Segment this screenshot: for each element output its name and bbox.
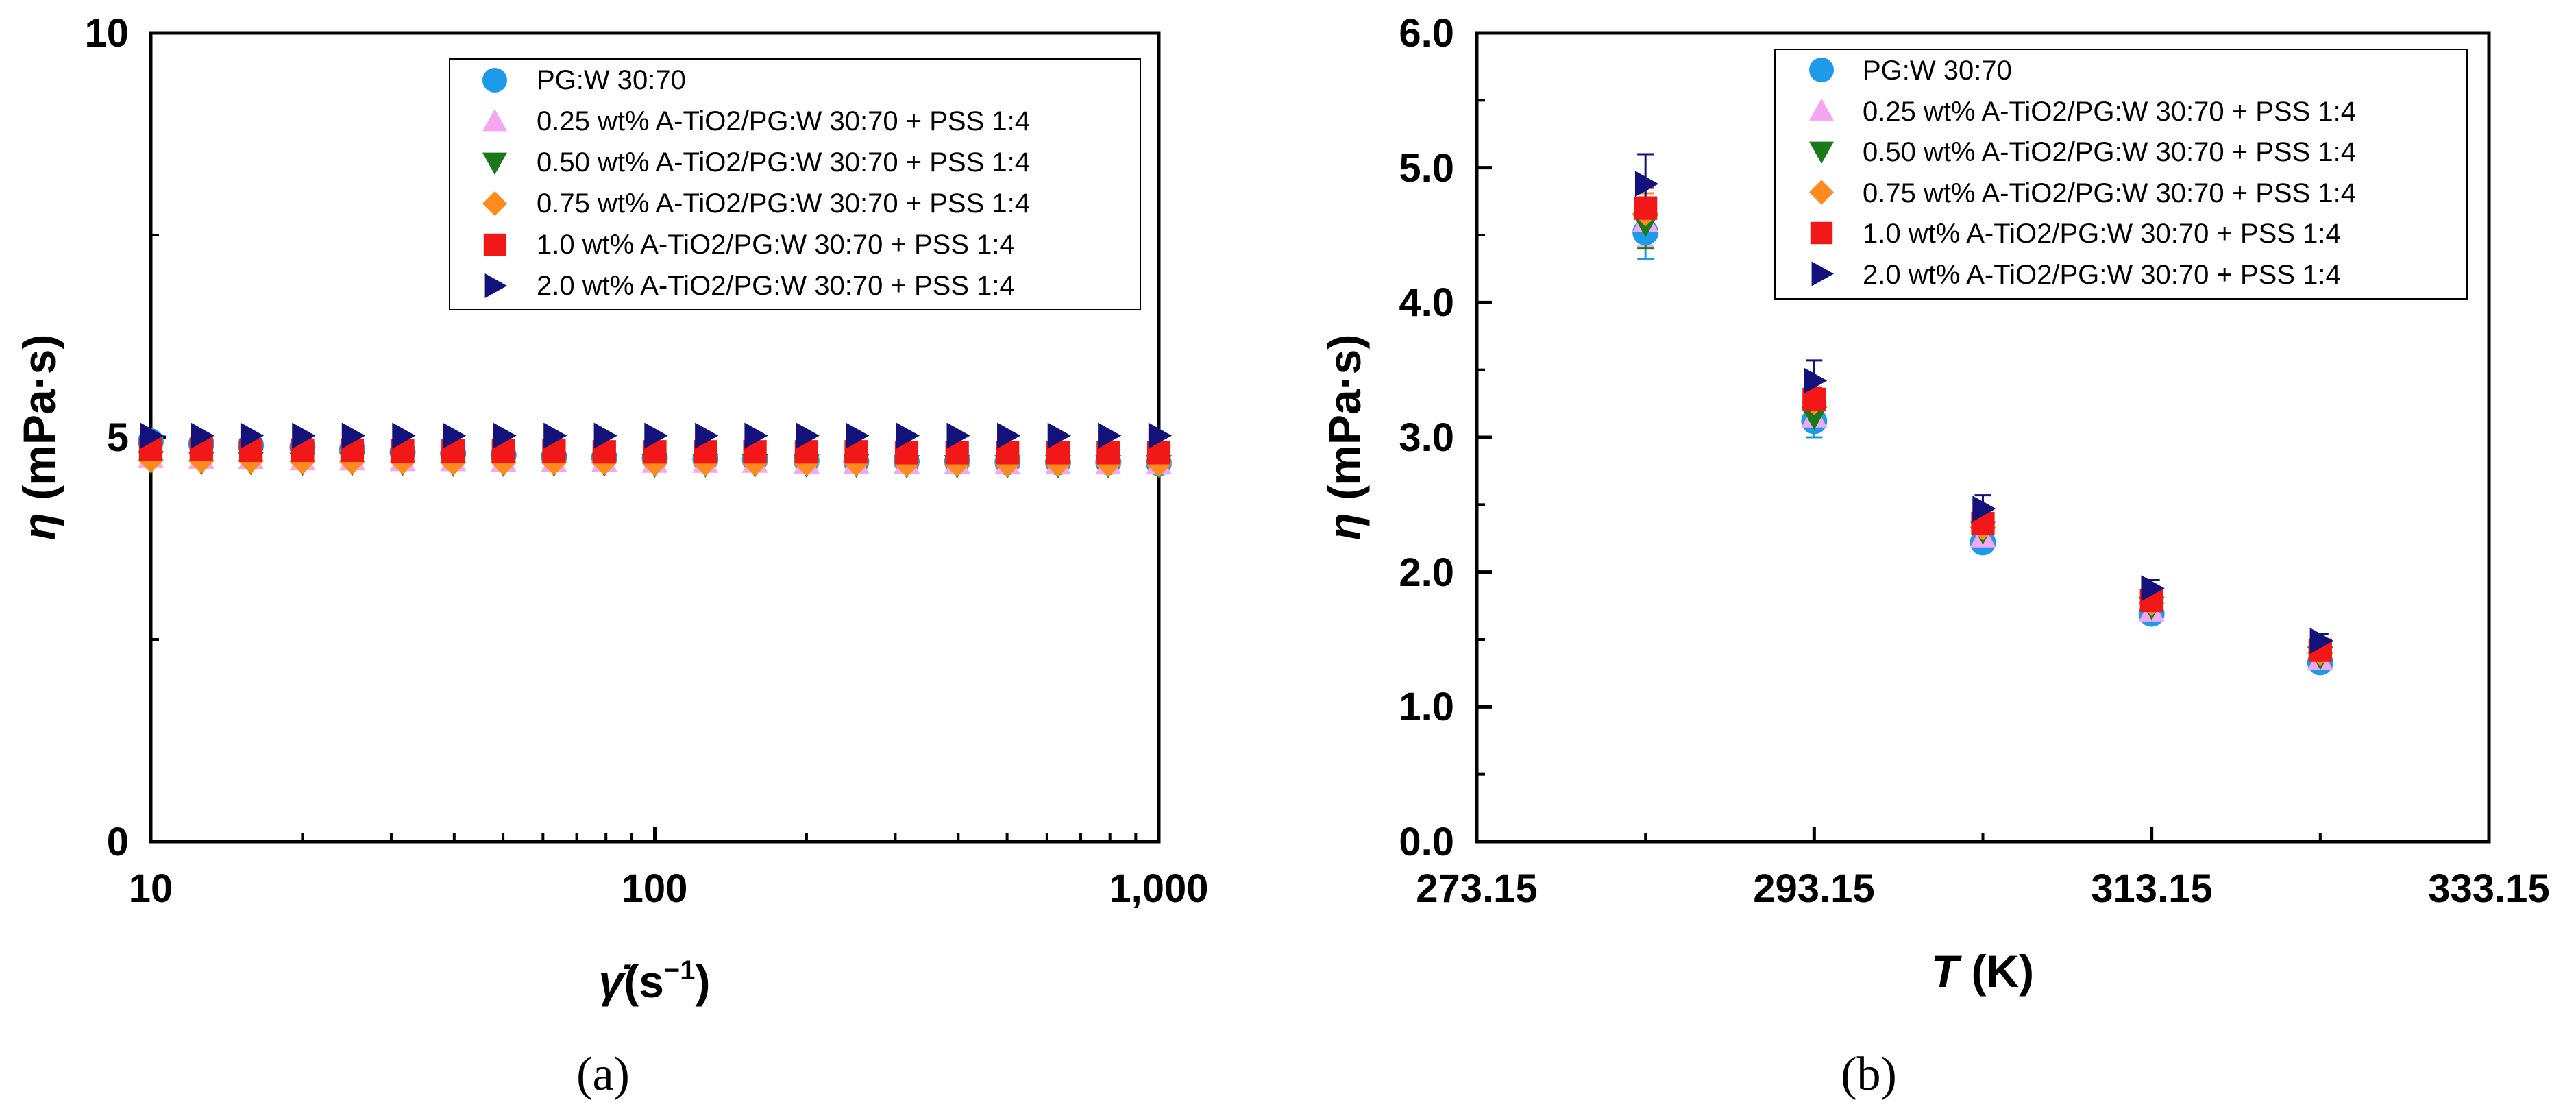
legend-marker-a-1 [482, 109, 507, 132]
legend-a-label-4: 1.0 wt% A-TiO2/PG:W 30:70 + PSS 1:4 [537, 230, 1015, 260]
legend-marker-b-2 [1809, 141, 1834, 164]
legend-marker-a-3 [482, 191, 507, 216]
y-tick-label-b-4: 4.0 [1399, 280, 1454, 325]
y-tick-label-b-0: 0.0 [1399, 820, 1454, 864]
x-axis-symbol-b: T [1931, 946, 1962, 997]
point-a-5-12 [744, 422, 768, 449]
y-tick-label-a-0: 0 [107, 820, 129, 864]
point-a-5-3 [292, 422, 316, 449]
legend-marker-a-0 [482, 68, 507, 93]
legend-b-label-3: 0.75 wt% A-TiO2/PG:W 30:70 + PSS 1:4 [1863, 178, 2356, 208]
axis-ticks-b [1475, 31, 2491, 844]
point-b-5-4 [2309, 627, 2333, 654]
point-a-5-11 [695, 422, 719, 449]
point-a-5-9 [593, 422, 617, 449]
caption-b: (b) [1841, 1048, 1897, 1101]
point-a-5-15 [896, 422, 920, 449]
legend-markers-b [1809, 58, 1834, 286]
legend-marker-b-1 [1809, 98, 1834, 121]
y-tick-label-b-6: 6.0 [1399, 11, 1454, 56]
point-a-5-16 [946, 422, 970, 449]
legend-a-label-3: 0.75 wt% A-TiO2/PG:W 30:70 + PSS 1:4 [537, 188, 1030, 219]
point-b-5-3 [2141, 575, 2165, 602]
legend-box-a [449, 58, 1141, 310]
point-a-5-13 [796, 422, 820, 449]
point-a-5-20 [1148, 422, 1172, 449]
y-axis-symbol-b: η [1319, 513, 1370, 540]
x-axis-unit-a: (s [624, 956, 664, 1007]
point-a-5-19 [1098, 422, 1122, 449]
legend-a: PG:W 30:70 0.25 wt% A-TiO2/PG:W 30:70 + … [449, 58, 1141, 310]
x-tick-label-b-1: 293.15 [1753, 866, 1874, 911]
point-a-5-2 [240, 422, 265, 449]
legend-marker-b-4 [1810, 221, 1833, 245]
legend-a-label-1: 0.25 wt% A-TiO2/PG:W 30:70 + PSS 1:4 [537, 106, 1030, 136]
x-tick-label-b-0: 273.15 [1416, 866, 1537, 911]
point-b-5-1 [1804, 367, 1828, 394]
panel-a: PG:W 30:70 0.25 wt% A-TiO2/PG:W 30:70 + … [14, 11, 1209, 1101]
legend-b-label-4: 1.0 wt% A-TiO2/PG:W 30:70 + PSS 1:4 [1863, 219, 2341, 249]
y-axis-unit-b: (mPa·s) [1319, 334, 1370, 513]
point-a-5-1 [191, 422, 214, 449]
legend-b: PG:W 30:70 0.25 wt% A-TiO2/PG:W 30:70 + … [1774, 49, 2468, 300]
legend-box-b [1774, 49, 2468, 300]
point-a-5-8 [543, 422, 567, 449]
legend-a-label-5: 2.0 wt% A-TiO2/PG:W 30:70 + PSS 1:4 [537, 271, 1015, 301]
y-axis-title-b: η (mPa·s) [1319, 334, 1370, 541]
point-a-5-5 [392, 422, 416, 449]
point-b-5-2 [1972, 496, 1996, 522]
y-tick-label-b-5: 5.0 [1399, 146, 1454, 191]
x-axis-title-b: T (K) [1931, 946, 2034, 997]
x-tick-label-a-0: 10 [129, 866, 173, 911]
panel-b: PG:W 30:70 0.25 wt% A-TiO2/PG:W 30:70 + … [1319, 11, 2550, 1101]
point-a-5-7 [493, 422, 517, 449]
legend-marker-b-3 [1809, 180, 1834, 205]
y-tick-label-b-1: 1.0 [1399, 685, 1454, 729]
point-a-5-18 [1047, 422, 1071, 449]
x-tick-label-b-3: 333.15 [2428, 866, 2549, 911]
legend-markers-a [482, 68, 507, 298]
y-axis-unit-a: (mPa·s) [14, 334, 64, 513]
y-axis-title-a: η (mPa·s) [14, 334, 64, 541]
x-axis-close-a: ) [696, 956, 711, 1007]
point-a-5-4 [341, 422, 365, 449]
x-tick-label-a-1: 100 [622, 866, 688, 911]
legend-marker-b-0 [1809, 58, 1834, 82]
legend-marker-a-2 [482, 152, 507, 175]
legend-a-label-0: PG:W 30:70 [537, 65, 686, 95]
legend-marker-b-5 [1811, 261, 1834, 286]
y-tick-label-b-3: 3.0 [1399, 415, 1454, 460]
caption-a: (a) [576, 1048, 630, 1101]
legend-marker-a-4 [483, 233, 506, 256]
legend-marker-a-5 [484, 273, 507, 298]
x-axis-unit-b: (K) [1959, 946, 2034, 997]
legend-b-label-2: 0.50 wt% A-TiO2/PG:W 30:70 + PSS 1:4 [1863, 137, 2356, 167]
point-a-5-10 [644, 422, 668, 449]
point-a-5-0 [140, 422, 164, 449]
legend-b-label-5: 2.0 wt% A-TiO2/PG:W 30:70 + PSS 1:4 [1863, 260, 2341, 290]
y-tick-label-a-1: 5 [107, 415, 129, 460]
y-tick-label-a-2: 10 [84, 11, 129, 56]
legend-a-label-2: 0.50 wt% A-TiO2/PG:W 30:70 + PSS 1:4 [537, 147, 1030, 178]
point-a-5-17 [997, 422, 1021, 449]
data-points-a [138, 422, 1172, 479]
x-tick-label-a-2: 1,000 [1109, 866, 1208, 911]
y-tick-label-b-2: 2.0 [1399, 550, 1454, 595]
point-a-5-14 [846, 422, 870, 449]
point-a-5-6 [443, 422, 467, 449]
point-b-2-1 [1801, 406, 1828, 430]
point-b-5-0 [1634, 171, 1659, 197]
x-axis-title-a: γ̇(s−1) [599, 955, 711, 1007]
legend-b-label-0: PG:W 30:70 [1863, 56, 2012, 86]
x-axis-exp-a: −1 [664, 955, 696, 986]
y-axis-symbol-a: η [14, 513, 64, 540]
x-tick-label-b-2: 313.15 [2091, 866, 2212, 911]
legend-b-label-1: 0.25 wt% A-TiO2/PG:W 30:70 + PSS 1:4 [1863, 97, 2356, 127]
point-b-4-0 [1634, 196, 1658, 220]
data-points-b [1632, 171, 2333, 676]
